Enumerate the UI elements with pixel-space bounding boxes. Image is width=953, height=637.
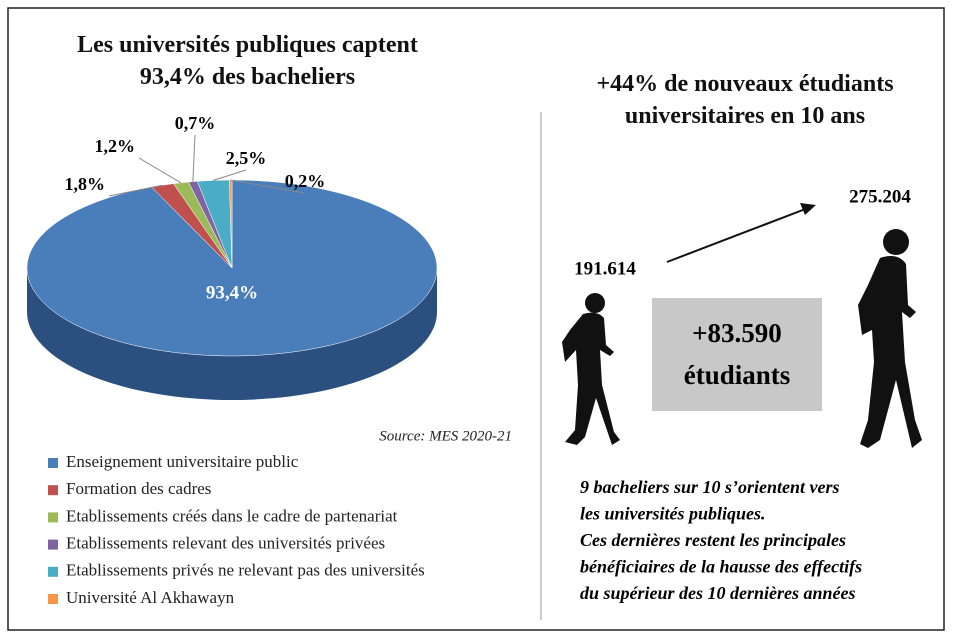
note-line: les universités publiques. bbox=[580, 504, 766, 524]
legend-label: Etablissements créés dans le cadre de pa… bbox=[66, 506, 398, 525]
slice-label: 0,2% bbox=[285, 171, 326, 191]
slice-label: 93,4% bbox=[206, 282, 258, 303]
end-value: 275.204 bbox=[849, 186, 911, 207]
page: 93,4% 1,8% 1,2% 0,7% 2,5% 0,2% Enseignement u… bbox=[0, 0, 953, 637]
legend-label: Université Al Akhawayn bbox=[66, 588, 235, 607]
legend-label: Etablissements relevant des universités … bbox=[66, 534, 385, 553]
slice-label: 0,7% bbox=[175, 113, 216, 133]
start-value: 191.614 bbox=[574, 258, 636, 279]
legend-swatch bbox=[48, 512, 58, 522]
legend-swatch bbox=[48, 567, 58, 577]
legend-swatch bbox=[48, 594, 58, 604]
arrow-head bbox=[800, 203, 816, 215]
pie-title: Les universités publiques captent 93,4% … bbox=[60, 29, 435, 93]
pie-chart: 93,4% 1,8% 1,2% 0,7% 2,5% 0,2% bbox=[27, 113, 437, 400]
legend-label: Enseignement universitaire public bbox=[66, 452, 299, 471]
arrow-line bbox=[667, 208, 808, 262]
source: Source: MES 2020-21 bbox=[379, 428, 512, 444]
note: 9 bacheliers sur 10 s’orientent vers les … bbox=[580, 477, 862, 603]
leader-line bbox=[193, 135, 195, 182]
note-line: Ces dernières restent les principales bbox=[580, 530, 846, 550]
difference: +83.590 bbox=[692, 318, 782, 348]
difference-box bbox=[652, 298, 822, 411]
student-small bbox=[562, 293, 620, 445]
note-line: du supérieur des 10 dernières années bbox=[580, 583, 856, 603]
difference-unit: étudiants bbox=[684, 360, 791, 390]
student-large bbox=[858, 229, 922, 448]
growth-title: +44% de nouveaux étudiants universitaire… bbox=[555, 68, 935, 132]
note-line: bénéficiaires de la hausse des effectifs bbox=[580, 557, 862, 577]
slice-label: 1,8% bbox=[65, 174, 106, 194]
legend-swatch bbox=[48, 540, 58, 550]
legend-label: Formation des cadres bbox=[66, 479, 211, 498]
legend-label: Etablissements privés ne relevant pas de… bbox=[66, 561, 425, 580]
legend-swatch bbox=[48, 458, 58, 468]
leader-line bbox=[213, 170, 246, 180]
legend: Enseignement universitaire public Formati… bbox=[48, 452, 425, 607]
legend-swatch bbox=[48, 485, 58, 495]
note-line: 9 bacheliers sur 10 s’orientent vers bbox=[580, 477, 840, 497]
slice-label: 1,2% bbox=[95, 136, 136, 156]
leader-line bbox=[139, 158, 181, 183]
slice-label: 2,5% bbox=[226, 148, 267, 168]
